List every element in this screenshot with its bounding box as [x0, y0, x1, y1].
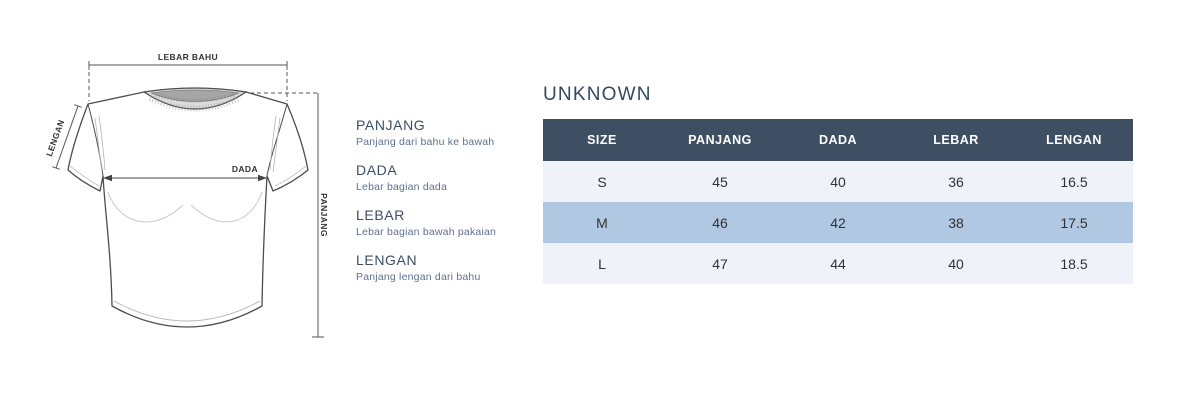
table-cell-value: 17.5: [1015, 202, 1133, 243]
right-sleeve-hem-line: [274, 165, 307, 187]
legend-item-lengan: LENGAN Panjang lengan dari bahu: [356, 252, 531, 284]
table-cell-value: 46: [661, 202, 779, 243]
legend-item-dada: DADA Lebar bagian dada: [356, 162, 531, 194]
legend-description: Panjang lengan dari bahu: [356, 271, 481, 283]
table-cell-value: 16.5: [1015, 161, 1133, 202]
dada-label: DADA: [232, 164, 258, 174]
table-cell-value: 45: [661, 161, 779, 202]
table-cell-value: 44: [779, 243, 897, 284]
dada-measurement: [103, 174, 267, 182]
table-cell-value: 18.5: [1015, 243, 1133, 284]
lebar-bahu-measurement: [88, 61, 288, 101]
lengan-measurement: [52, 104, 82, 170]
right-sleeve-seam-detail: [269, 115, 281, 173]
left-sleeve-hem-line: [69, 165, 100, 187]
table-cell-size: L: [543, 243, 661, 284]
bust-dart-lines: [107, 191, 263, 223]
column-header-lebar: LEBAR: [897, 119, 1015, 161]
size-table-section: UNKNOWN SIZE PANJANG DADA LEBAR LENGAN S…: [543, 84, 1133, 284]
panjang-label: PANJANG: [319, 193, 329, 237]
column-header-dada: DADA: [779, 119, 897, 161]
left-sleeve-seam-detail: [94, 115, 106, 173]
table-cell-size: M: [543, 202, 661, 243]
column-header-panjang: PANJANG: [661, 119, 779, 161]
table-cell-value: 38: [897, 202, 1015, 243]
measurement-legend: PANJANG Panjang dari bahu ke bawah DADA …: [356, 117, 531, 297]
table-cell-value: 42: [779, 202, 897, 243]
table-cell-value: 47: [661, 243, 779, 284]
column-header-size: SIZE: [543, 119, 661, 161]
table-cell-value: 40: [897, 243, 1015, 284]
legend-term: LEBAR: [356, 207, 405, 223]
bottom-hem-line: [113, 300, 261, 322]
legend-description: Lebar bagian dada: [356, 181, 447, 193]
legend-term: PANJANG: [356, 117, 426, 133]
legend-description: Panjang dari bahu ke bawah: [356, 136, 495, 148]
legend-term: DADA: [356, 162, 398, 178]
size-table-title: UNKNOWN: [543, 84, 652, 105]
collar-inner-rib-texture: [155, 93, 235, 103]
panjang-measurement: [250, 92, 324, 338]
tshirt-measurement-diagram: LEBAR BAHU PANJANG DADA LENGAN: [44, 52, 329, 338]
size-table: SIZE PANJANG DADA LEBAR LENGAN S 45 40 3…: [543, 119, 1133, 284]
tshirt-body-outline: [67, 87, 309, 328]
table-cell-value: 36: [897, 161, 1015, 202]
legend-description: Lebar bagian bawah pakaian: [356, 226, 497, 238]
legend-item-lebar: LEBAR Lebar bagian bawah pakaian: [356, 207, 531, 239]
legend-item-panjang: PANJANG Panjang dari bahu ke bawah: [356, 117, 531, 149]
table-cell-value: 40: [779, 161, 897, 202]
collar-rib-texture: [148, 95, 242, 112]
lebar-bahu-label: LEBAR BAHU: [158, 52, 218, 62]
lengan-label: LENGAN: [44, 118, 66, 157]
legend-term: LENGAN: [356, 252, 418, 268]
right-armhole-seam: [266, 103, 288, 177]
column-header-lengan: LENGAN: [1015, 119, 1133, 161]
table-cell-size: S: [543, 161, 661, 202]
